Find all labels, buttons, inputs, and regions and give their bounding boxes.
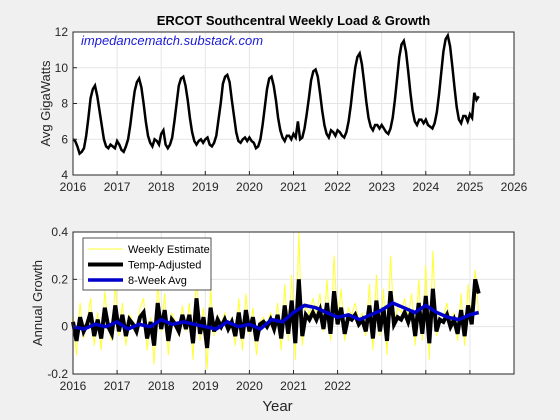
y-tick-label: 0: [61, 320, 68, 334]
x-tick-label: 2023: [368, 180, 395, 194]
growth-x-axis-label: Year: [262, 398, 292, 415]
legend-label-8-week-avg: 8-Week Avg: [128, 275, 187, 287]
x-tick-label: 2026: [501, 180, 528, 194]
legend-label-weekly-estimate: Weekly Estimate: [128, 244, 210, 256]
x-tick-label: 2025: [457, 180, 484, 194]
x-tick-label: 2018: [148, 379, 175, 393]
y-tick-label: 0.2: [51, 272, 68, 286]
x-tick-label: 2019: [192, 180, 219, 194]
load-y-axis-label: Avg GigaWatts: [38, 60, 53, 146]
x-tick-label: 2020: [236, 379, 263, 393]
load-series-group: [72, 32, 480, 156]
series-line: [72, 32, 480, 156]
growth-axes: 2016 2017 2018 2019 2020 2021 2022-0.200.20.4 …: [30, 225, 515, 415]
x-tick-label: 2017: [104, 379, 131, 393]
y-tick-label: 10: [55, 61, 69, 75]
y-tick-label: 0.4: [51, 225, 68, 239]
x-tick-label: 2016: [60, 379, 87, 393]
y-tick-label: 4: [61, 168, 68, 182]
growth-series-group: [71, 231, 481, 370]
x-tick-label: 2016: [60, 180, 87, 194]
y-tick-label: -0.2: [47, 367, 68, 381]
legend-label-temp-adjusted: Temp-Adjusted: [128, 260, 201, 272]
x-tick-label: 2022: [324, 180, 351, 194]
growth-legend: Weekly Estimate Temp-Adjusted 8-Week Avg: [82, 237, 212, 291]
x-tick-label: 2021: [280, 379, 307, 393]
load-chart-title: ERCOT Southcentral Weekly Load & Growth: [157, 13, 431, 28]
x-tick-label: 2022: [324, 379, 351, 393]
source-annotation: impedancematch.substack.com: [81, 33, 263, 48]
series-line: [72, 301, 480, 332]
y-tick-label: 6: [61, 132, 68, 146]
load-axes: 2016 2017 2018 2019 2020 2021 2022 2023 2024 2025…: [38, 13, 528, 194]
growth-tick-labels: 2016 2017 2018 2019 2020 2021 2022 -0.2 0 0.2 0.4: [47, 225, 515, 393]
load-tick-labels: 2016 2017 2018 2019 2020 2021 2022 2023 2024 2025…: [55, 25, 528, 194]
y-tick-label: 12: [55, 25, 69, 39]
x-tick-label: 2020: [236, 180, 263, 194]
x-tick-label: 2019: [192, 379, 219, 393]
x-tick-label: 2018: [148, 180, 175, 194]
growth-y-axis-label: Annual Growth: [30, 260, 45, 346]
x-tick-label: 2021: [280, 180, 307, 194]
x-tick-label: 2017: [104, 180, 131, 194]
x-tick-label: 2024: [412, 180, 439, 194]
y-tick-label: 8: [61, 97, 68, 111]
